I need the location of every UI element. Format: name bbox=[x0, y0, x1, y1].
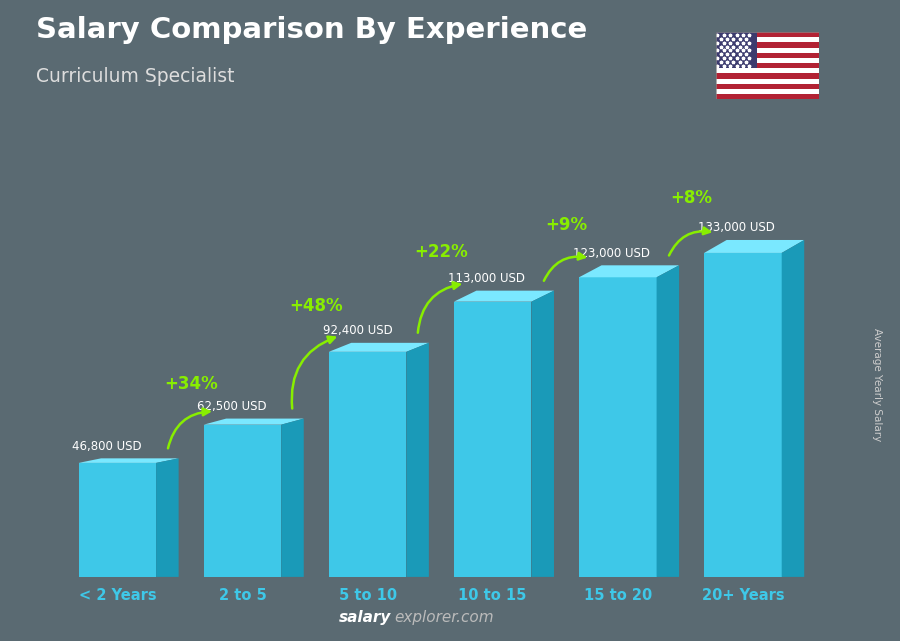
Bar bbox=[716, 69, 819, 74]
Polygon shape bbox=[704, 240, 805, 253]
Polygon shape bbox=[281, 419, 304, 577]
Text: salary: salary bbox=[339, 610, 392, 625]
Bar bbox=[716, 94, 819, 99]
Bar bbox=[716, 84, 819, 89]
Polygon shape bbox=[78, 458, 178, 463]
Bar bbox=[716, 74, 819, 79]
Text: 46,800 USD: 46,800 USD bbox=[72, 440, 142, 453]
Text: 62,500 USD: 62,500 USD bbox=[197, 400, 267, 413]
Polygon shape bbox=[407, 343, 429, 577]
Bar bbox=[716, 37, 819, 42]
Bar bbox=[716, 58, 819, 63]
Polygon shape bbox=[454, 290, 554, 302]
Text: +34%: +34% bbox=[165, 375, 218, 393]
Text: +8%: +8% bbox=[670, 188, 713, 206]
Bar bbox=[716, 47, 819, 53]
Bar bbox=[716, 32, 757, 69]
Polygon shape bbox=[532, 290, 554, 577]
Text: 92,400 USD: 92,400 USD bbox=[322, 324, 392, 337]
Polygon shape bbox=[579, 265, 680, 278]
Polygon shape bbox=[328, 343, 429, 352]
Text: Curriculum Specialist: Curriculum Specialist bbox=[36, 67, 235, 87]
Bar bbox=[716, 63, 819, 69]
Text: 123,000 USD: 123,000 USD bbox=[572, 247, 650, 260]
Bar bbox=[716, 89, 819, 94]
Text: explorer.com: explorer.com bbox=[394, 610, 494, 625]
Polygon shape bbox=[782, 240, 805, 577]
Bar bbox=[716, 79, 819, 84]
Text: +9%: +9% bbox=[545, 216, 588, 234]
Polygon shape bbox=[704, 253, 782, 577]
Text: 133,000 USD: 133,000 USD bbox=[698, 222, 775, 235]
Bar bbox=[716, 32, 819, 37]
Polygon shape bbox=[203, 419, 304, 425]
Text: Salary Comparison By Experience: Salary Comparison By Experience bbox=[36, 16, 587, 44]
Polygon shape bbox=[328, 352, 407, 577]
Text: +22%: +22% bbox=[415, 243, 468, 262]
Polygon shape bbox=[579, 278, 657, 577]
Bar bbox=[716, 53, 819, 58]
Polygon shape bbox=[454, 302, 532, 577]
Polygon shape bbox=[78, 463, 156, 577]
Bar bbox=[716, 42, 819, 47]
Polygon shape bbox=[156, 458, 178, 577]
Text: 113,000 USD: 113,000 USD bbox=[447, 272, 525, 285]
Polygon shape bbox=[657, 265, 680, 577]
Text: Average Yearly Salary: Average Yearly Salary bbox=[872, 328, 883, 441]
Text: +48%: +48% bbox=[290, 297, 343, 315]
Polygon shape bbox=[203, 425, 281, 577]
